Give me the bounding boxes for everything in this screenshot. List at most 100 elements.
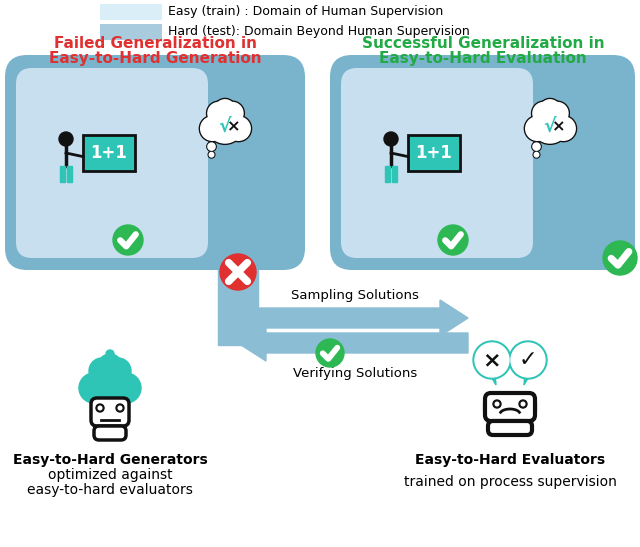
Text: √: √ (218, 117, 230, 136)
Circle shape (207, 101, 231, 125)
Circle shape (316, 339, 344, 367)
Bar (67, 166, 72, 182)
Circle shape (90, 363, 130, 403)
Text: Failed Generalization in: Failed Generalization in (54, 37, 257, 51)
Bar (218, 270, 258, 345)
Text: 1+1: 1+1 (415, 144, 452, 162)
Text: ✓: ✓ (518, 350, 538, 370)
Circle shape (545, 101, 570, 125)
Circle shape (519, 400, 527, 408)
Circle shape (531, 106, 570, 144)
Circle shape (118, 406, 122, 410)
Circle shape (208, 152, 215, 158)
Circle shape (209, 153, 214, 157)
Circle shape (552, 117, 575, 140)
Circle shape (59, 132, 73, 146)
Circle shape (493, 400, 501, 408)
Text: optimized against: optimized against (48, 468, 172, 482)
Circle shape (225, 115, 252, 142)
Circle shape (205, 106, 244, 144)
Circle shape (106, 350, 114, 358)
Text: Hard (test): Domain Beyond Human Supervision: Hard (test): Domain Beyond Human Supervi… (168, 26, 470, 38)
Circle shape (221, 102, 243, 124)
Circle shape (105, 358, 131, 384)
Text: ×: × (483, 350, 501, 370)
FancyBboxPatch shape (485, 393, 535, 421)
FancyBboxPatch shape (91, 398, 129, 426)
Text: ×: × (552, 119, 566, 135)
Bar (100, 4, 162, 20)
Circle shape (539, 98, 561, 121)
Circle shape (208, 102, 230, 124)
Bar (100, 24, 162, 40)
Circle shape (79, 373, 109, 403)
Circle shape (532, 142, 541, 152)
FancyArrow shape (238, 300, 468, 336)
Circle shape (532, 101, 556, 125)
Circle shape (384, 132, 398, 146)
Circle shape (534, 153, 539, 157)
Polygon shape (524, 373, 531, 385)
Text: √: √ (543, 117, 556, 136)
Text: Sampling Solutions: Sampling Solutions (291, 289, 419, 302)
FancyBboxPatch shape (341, 68, 533, 258)
FancyBboxPatch shape (16, 68, 208, 258)
Text: trained on process supervision: trained on process supervision (404, 475, 616, 489)
Text: Easy-to-Hard Evaluation: Easy-to-Hard Evaluation (379, 50, 587, 66)
Circle shape (511, 343, 545, 377)
Circle shape (201, 117, 224, 140)
Text: Verifying Solutions: Verifying Solutions (293, 367, 417, 380)
Circle shape (207, 107, 243, 143)
Text: ×: × (227, 119, 241, 135)
Circle shape (532, 107, 568, 143)
FancyBboxPatch shape (527, 400, 535, 414)
Circle shape (540, 100, 560, 120)
Circle shape (550, 115, 577, 142)
Circle shape (220, 254, 256, 290)
Bar (408, 135, 460, 171)
Circle shape (111, 373, 141, 403)
Circle shape (98, 406, 102, 410)
FancyBboxPatch shape (94, 426, 126, 440)
Circle shape (208, 143, 215, 150)
Circle shape (509, 341, 547, 379)
Polygon shape (489, 373, 496, 385)
Text: Easy-to-Hard Evaluators: Easy-to-Hard Evaluators (415, 453, 605, 467)
Circle shape (533, 143, 540, 150)
Text: 1+1: 1+1 (91, 144, 127, 162)
Text: easy-to-hard evaluators: easy-to-hard evaluators (27, 483, 193, 497)
Circle shape (215, 100, 235, 120)
Text: Easy-to-Hard Generation: Easy-to-Hard Generation (49, 50, 261, 66)
FancyBboxPatch shape (485, 400, 493, 414)
Circle shape (227, 117, 250, 140)
Circle shape (533, 102, 554, 124)
Circle shape (438, 225, 468, 255)
Bar (83, 135, 135, 171)
Text: Easy-to-Hard Generators: Easy-to-Hard Generators (13, 453, 207, 467)
Text: Successful Generalization in: Successful Generalization in (362, 37, 604, 51)
Text: Easy (train) : Domain of Human Supervision: Easy (train) : Domain of Human Supervisi… (168, 5, 444, 19)
Bar (385, 166, 390, 182)
FancyBboxPatch shape (5, 55, 305, 270)
Circle shape (547, 102, 568, 124)
FancyBboxPatch shape (218, 330, 258, 345)
Circle shape (96, 404, 104, 412)
Circle shape (199, 115, 225, 142)
Circle shape (214, 98, 236, 121)
FancyArrow shape (238, 325, 468, 361)
FancyBboxPatch shape (330, 55, 635, 270)
Circle shape (603, 241, 637, 275)
Bar (392, 166, 397, 182)
Circle shape (207, 142, 216, 152)
Circle shape (475, 343, 509, 377)
Circle shape (525, 117, 549, 140)
Circle shape (473, 341, 511, 379)
FancyBboxPatch shape (488, 421, 532, 435)
Circle shape (524, 115, 550, 142)
Bar (60, 166, 65, 182)
Circle shape (220, 101, 244, 125)
Circle shape (533, 152, 540, 158)
Circle shape (89, 358, 115, 384)
Circle shape (116, 404, 124, 412)
Circle shape (521, 402, 525, 406)
